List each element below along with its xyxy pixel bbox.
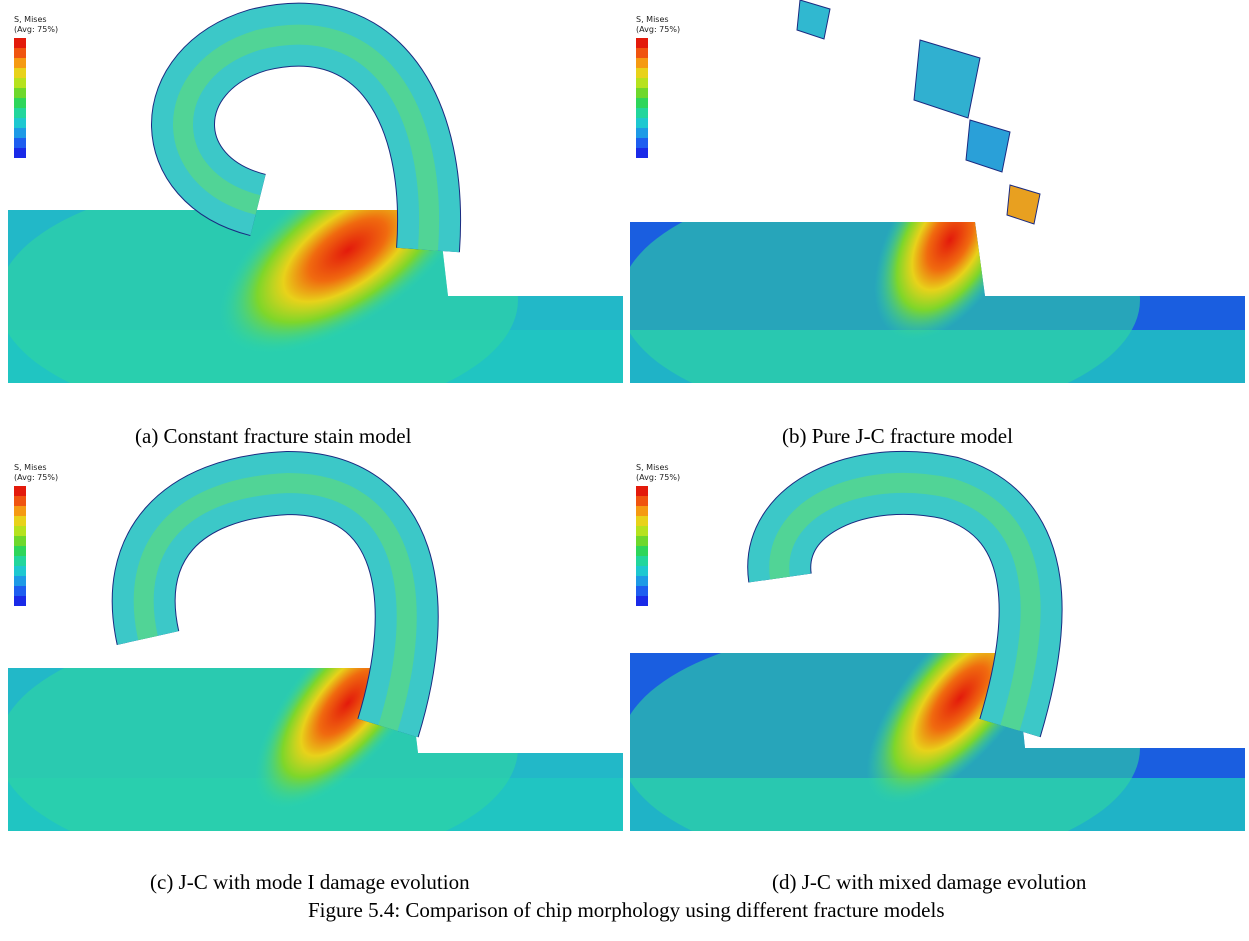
legend-swatch [14, 536, 26, 546]
legend-swatch [636, 546, 648, 556]
legend-swatch [636, 148, 648, 158]
fem-panel: S, Mises(Avg: 75%) [8, 2, 623, 383]
hot-zone [218, 210, 478, 354]
stress-field [630, 222, 1245, 383]
legend-swatch [14, 48, 26, 58]
legend-swatch [636, 38, 648, 48]
legend-swatch [636, 586, 648, 596]
chip-fragment [796, 0, 831, 40]
legend-swatch [14, 506, 26, 516]
legend-swatch [14, 138, 26, 148]
legend-swatch [14, 516, 26, 526]
legend-swatch [14, 78, 26, 88]
legend-subtitle: (Avg: 75%) [14, 473, 58, 482]
legend-swatch [636, 486, 648, 496]
hot-zone [866, 653, 1054, 804]
stress-field [8, 210, 623, 383]
legend-swatch [636, 516, 648, 526]
legend-swatch [636, 118, 648, 128]
legend-title: S, Mises [636, 463, 669, 472]
legend-swatch [636, 58, 648, 68]
legend-swatch [14, 526, 26, 536]
legend-swatch [636, 108, 648, 118]
legend-title: S, Mises [636, 15, 669, 24]
legend-swatch [14, 586, 26, 596]
fem-panel: S, Mises(Avg: 75%) [8, 450, 623, 831]
panel-caption: (a) Constant fracture stain model [135, 424, 412, 448]
legend-swatch [14, 546, 26, 556]
legend-swatch [636, 576, 648, 586]
legend-swatch [636, 88, 648, 98]
legend-swatch [14, 98, 26, 108]
legend-swatch [14, 108, 26, 118]
chip-band [769, 472, 1041, 731]
legend-swatch [636, 526, 648, 536]
chip-fragment [965, 119, 1011, 173]
stress-field [630, 653, 1245, 831]
legend-swatch [636, 98, 648, 108]
fem-panel: S, Mises(Avg: 75%) [630, 450, 1245, 831]
legend-swatch [636, 496, 648, 506]
legend-swatch [14, 148, 26, 158]
panel-caption: (c) J-C with mode I damage evolution [150, 870, 470, 894]
legend-swatch [636, 128, 648, 138]
legend-swatch [636, 596, 648, 606]
legend-swatch [636, 536, 648, 546]
legend-title: S, Mises [14, 463, 47, 472]
panel-caption: (d) J-C with mixed damage evolution [772, 870, 1087, 894]
legend-swatch [636, 48, 648, 58]
legend-subtitle: (Avg: 75%) [636, 473, 680, 482]
mid-zone [8, 668, 518, 831]
panel-caption: (b) Pure J-C fracture model [782, 424, 1013, 448]
legend-swatch [14, 486, 26, 496]
legend-subtitle: (Avg: 75%) [14, 25, 58, 34]
chip-fragment [913, 39, 981, 119]
legend-swatch [636, 78, 648, 88]
legend-swatch [14, 38, 26, 48]
legend-swatch [636, 556, 648, 566]
chip-fragment [1006, 184, 1041, 225]
legend-swatch [14, 128, 26, 138]
figure-caption: Figure 5.4: Comparison of chip morpholog… [308, 898, 945, 922]
legend-swatch [636, 68, 648, 78]
legend-swatch [14, 596, 26, 606]
legend-swatch [14, 68, 26, 78]
legend-swatch [636, 506, 648, 516]
hot-zone [254, 668, 442, 809]
legend-swatch [14, 496, 26, 506]
fem-panel: S, Mises(Avg: 75%) [630, 0, 1245, 383]
legend-swatch [14, 566, 26, 576]
legend-swatch [14, 88, 26, 98]
chip-band [133, 472, 417, 731]
stress-field [8, 668, 623, 831]
legend-swatch [14, 118, 26, 128]
legend-subtitle: (Avg: 75%) [636, 25, 680, 34]
legend-swatch [636, 566, 648, 576]
legend-title: S, Mises [14, 15, 47, 24]
legend-swatch [14, 576, 26, 586]
legend-swatch [14, 556, 26, 566]
legend-swatch [636, 138, 648, 148]
legend-swatch [14, 58, 26, 68]
chip-band [173, 24, 439, 251]
